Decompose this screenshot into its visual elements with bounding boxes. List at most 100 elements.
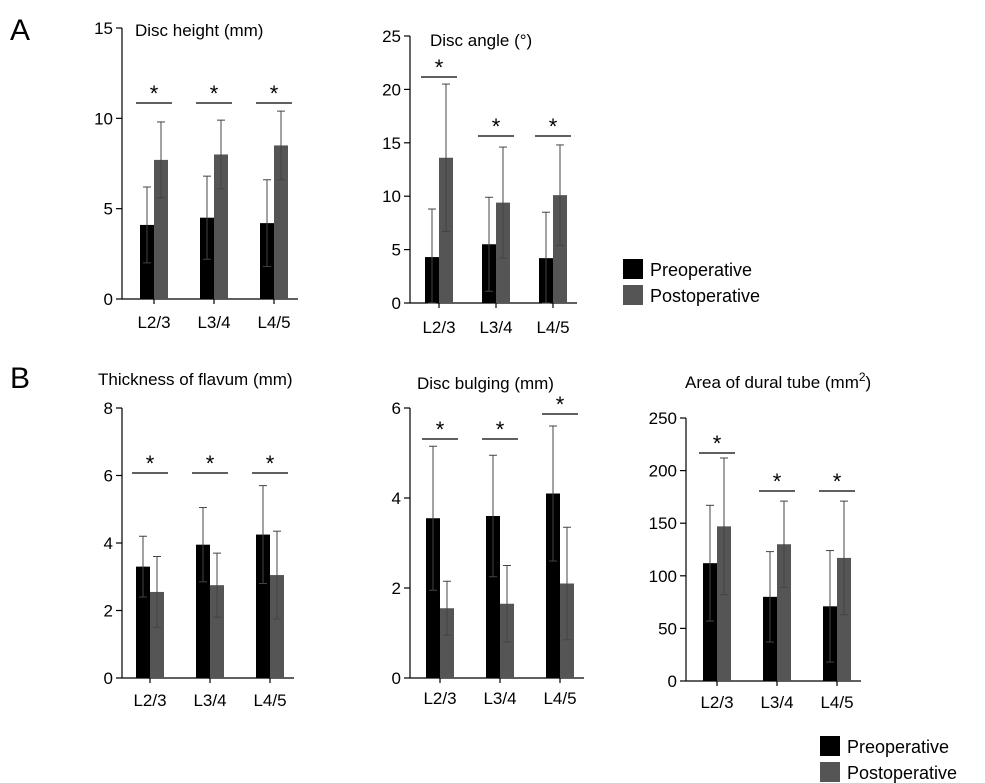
chart-2: Disc angle (°) 0 5 10 15 20 25 L2/3 * L3/4 * L4/5 *: [382, 27, 577, 337]
y-tick-label: 5: [104, 200, 113, 219]
y-tick-label: 50: [658, 619, 677, 638]
significance-star: *: [833, 469, 842, 494]
significance-star: *: [773, 469, 782, 494]
legend-swatch-postoperative: [820, 762, 840, 782]
x-tick-label: L4/5: [257, 313, 290, 332]
legend-label: Preoperative: [650, 260, 752, 280]
legend-swatch-preoperative: [623, 259, 643, 279]
y-tick-label: 8: [104, 399, 113, 418]
bar-postoperative: [150, 591, 164, 678]
chart-5: Area of dural tube (mm2) 0 50 100 150 200 250 L…: [649, 370, 872, 712]
bar-postoperative: [717, 526, 731, 681]
x-tick-label: L3/4: [483, 689, 516, 708]
significance-star: *: [556, 392, 565, 417]
legend-label: Preoperative: [847, 737, 949, 757]
x-tick-label: L4/5: [543, 689, 576, 708]
bar-postoperative: [777, 544, 791, 681]
bar-postoperative: [553, 195, 567, 303]
bar-preoperative: [426, 518, 440, 678]
chart-1: Disc height (mm) 0 5 10 15 L2/3 * L3/4 * L4/5 *: [94, 19, 298, 332]
significance-star: *: [210, 81, 219, 106]
significance-star: *: [713, 431, 722, 456]
y-tick-label: 2: [392, 579, 401, 598]
y-tick-label: 4: [104, 534, 113, 553]
x-tick-label: L4/5: [253, 691, 286, 710]
x-tick-label: L2/3: [423, 689, 456, 708]
y-tick-label: 250: [649, 409, 677, 428]
bar-postoperative: [837, 557, 851, 681]
x-tick-label: L2/3: [700, 693, 733, 712]
y-tick-label: 0: [668, 672, 677, 691]
y-tick-label: 5: [392, 241, 401, 260]
title-superscript: 2: [859, 370, 866, 384]
y-tick-label: 6: [392, 399, 401, 418]
chart-title: Area of dural tube (mm2): [685, 370, 871, 392]
x-tick-label: L3/4: [193, 691, 226, 710]
chart-title: Disc height (mm): [135, 21, 263, 40]
bar-preoperative: [546, 493, 560, 678]
y-tick-label: 6: [104, 467, 113, 486]
y-tick-label: 0: [392, 669, 401, 688]
y-tick-label: 200: [649, 462, 677, 481]
legend-swatch-preoperative: [820, 736, 840, 756]
bar-preoperative: [703, 563, 717, 681]
bar-postoperative: [440, 608, 454, 678]
significance-star: *: [266, 451, 275, 476]
bar-postoperative: [154, 159, 168, 299]
x-tick-label: L3/4: [197, 313, 230, 332]
significance-star: *: [496, 417, 505, 442]
bar-postoperative: [270, 575, 284, 678]
y-tick-label: 0: [104, 290, 113, 309]
chart-title: Disc angle (°): [430, 31, 532, 50]
y-tick-label: 15: [94, 19, 113, 38]
x-tick-label: L2/3: [137, 313, 170, 332]
significance-star: *: [549, 114, 558, 139]
x-tick-label: L4/5: [536, 318, 569, 337]
y-tick-label: 150: [649, 514, 677, 533]
title-end: ): [866, 373, 872, 392]
significance-star: *: [150, 81, 159, 106]
y-tick-label: 10: [382, 187, 401, 206]
x-tick-label: L2/3: [422, 318, 455, 337]
bar-preoperative: [136, 566, 150, 678]
bar-preoperative: [196, 544, 210, 678]
charts-layer: Disc height (mm)051015L2/3*L3/4*L4/5*Dis…: [94, 19, 871, 712]
significance-star: *: [492, 114, 501, 139]
significance-star: *: [146, 451, 155, 476]
y-tick-label: 100: [649, 567, 677, 586]
panel-label-b: B: [10, 362, 30, 395]
legend-swatch-postoperative: [623, 285, 643, 305]
y-tick-label: 4: [392, 489, 401, 508]
chart-title: Disc bulging (mm): [417, 374, 554, 393]
legends-layer: Preoperative Postoperative Preoperative Pos…: [623, 259, 957, 783]
chart-3: Thickness of flavum (mm) 0 2 4 6 8 L2/3 * L3/4 * L…: [98, 370, 294, 710]
significance-star: *: [270, 81, 279, 106]
legend-label: Postoperative: [847, 763, 957, 783]
y-tick-label: 2: [104, 602, 113, 621]
legend-label: Postoperative: [650, 286, 760, 306]
significance-star: *: [436, 417, 445, 442]
x-tick-label: L2/3: [133, 691, 166, 710]
bar-postoperative: [210, 585, 224, 678]
x-tick-label: L3/4: [479, 318, 512, 337]
y-tick-label: 25: [382, 27, 401, 46]
x-tick-label: L4/5: [820, 693, 853, 712]
y-tick-label: 15: [382, 134, 401, 153]
legend-2: Preoperative Postoperative: [820, 736, 957, 783]
y-tick-label: 0: [104, 669, 113, 688]
chart-4: Disc bulging (mm) 0 2 4 6 L2/3 * L3/4 * L4/5 *: [392, 374, 584, 708]
bar-preoperative: [256, 534, 270, 678]
legend-1: Preoperative Postoperative: [623, 259, 760, 306]
bar-postoperative: [274, 145, 288, 299]
y-tick-label: 20: [382, 80, 401, 99]
x-tick-label: L3/4: [760, 693, 793, 712]
panel-label-a: A: [10, 14, 30, 47]
significance-star: *: [435, 55, 444, 80]
bar-postoperative: [214, 154, 228, 299]
y-tick-label: 10: [94, 109, 113, 128]
chart-title: Thickness of flavum (mm): [98, 370, 293, 389]
significance-star: *: [206, 451, 215, 476]
bar-preoperative: [486, 516, 500, 678]
y-tick-label: 0: [392, 294, 401, 313]
